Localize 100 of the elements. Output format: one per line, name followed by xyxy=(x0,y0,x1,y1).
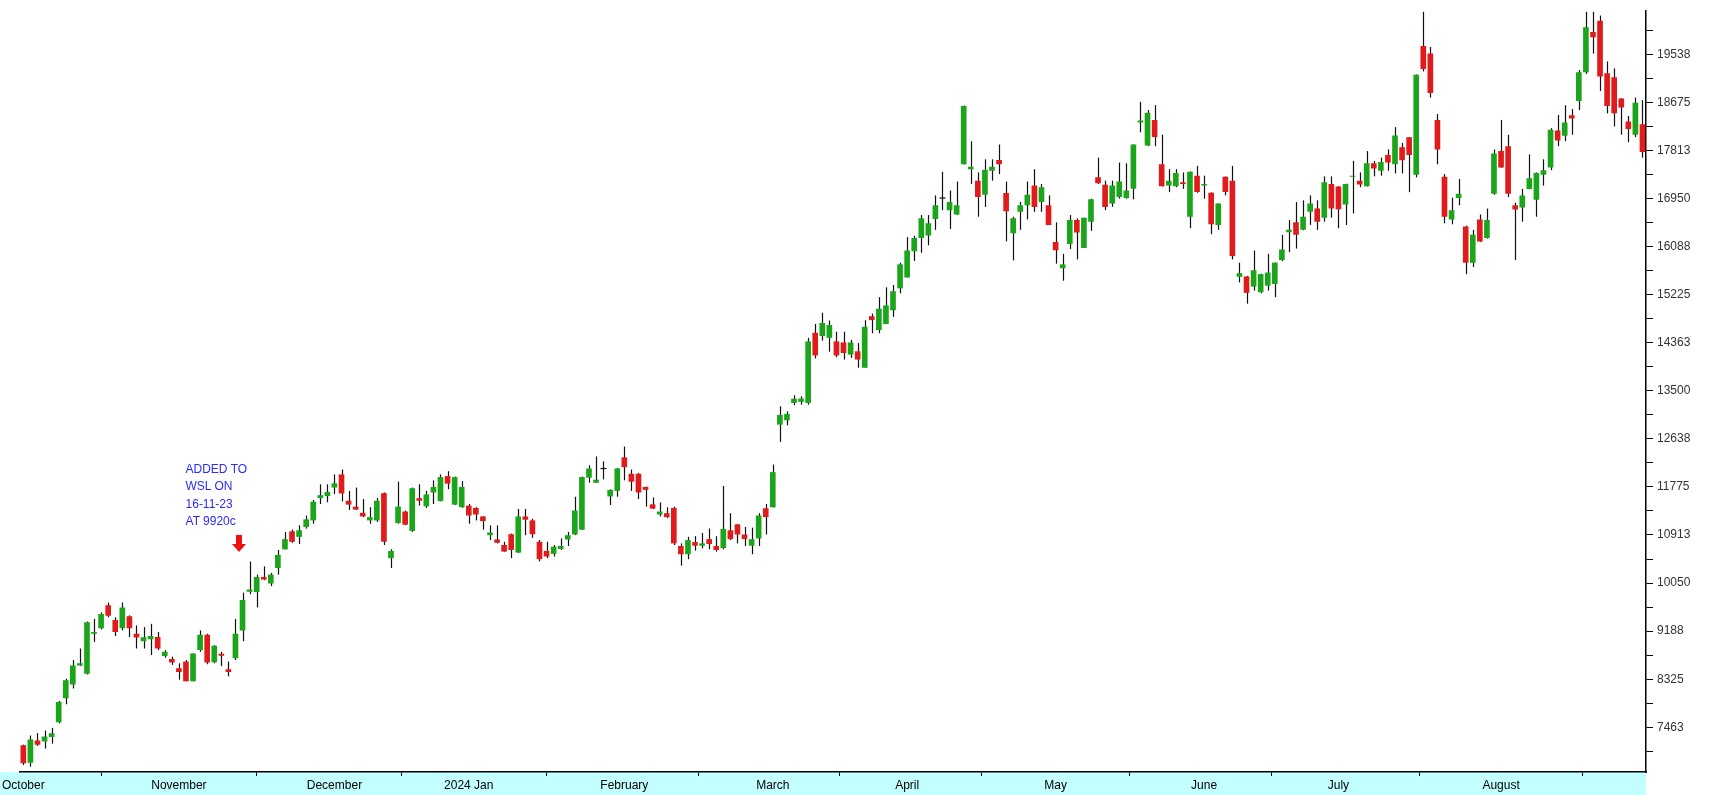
candlestick xyxy=(854,342,861,369)
x-tick-label: June xyxy=(1191,777,1218,792)
candlestick xyxy=(197,629,203,653)
candlestick xyxy=(154,631,161,651)
candlestick xyxy=(1286,219,1292,253)
candlestick xyxy=(1250,249,1257,292)
candlestick xyxy=(628,468,635,492)
candlestick xyxy=(112,616,119,637)
candlestick xyxy=(1568,108,1575,136)
candlestick xyxy=(1519,188,1526,223)
candlestick xyxy=(868,312,875,334)
y-tick-label: 8325 xyxy=(1657,671,1685,686)
candlestick xyxy=(762,503,769,536)
candlestick xyxy=(1342,183,1349,226)
candlestick xyxy=(748,527,755,555)
candlestick xyxy=(1074,217,1080,260)
candlestick xyxy=(1378,157,1384,177)
candlestick xyxy=(275,549,281,576)
y-tick-label: 11775 xyxy=(1657,479,1690,494)
candlestick xyxy=(1279,234,1285,262)
candlestick xyxy=(847,339,854,359)
candlestick xyxy=(621,445,628,481)
candlestick xyxy=(1363,150,1370,188)
candlestick xyxy=(996,143,1002,175)
candlestick xyxy=(975,171,981,218)
candlestick xyxy=(1102,180,1108,211)
candlestick xyxy=(331,473,338,495)
y-tick-label: 15225 xyxy=(1657,286,1691,301)
candlestick xyxy=(938,171,947,211)
y-tick-label: 10913 xyxy=(1657,527,1691,542)
candlestick xyxy=(1307,194,1313,226)
candlestick xyxy=(1066,214,1073,250)
candlestick xyxy=(932,194,939,231)
y-tick-label: 9188 xyxy=(1657,623,1685,638)
y-tick-label: 7463 xyxy=(1657,719,1685,734)
y-tick-label: 17813 xyxy=(1657,142,1691,157)
y-tick-label: 19538 xyxy=(1657,46,1691,61)
candlestick xyxy=(685,536,691,560)
candlestick xyxy=(27,734,34,768)
candlestick xyxy=(211,644,218,664)
annotation: ADDED TO WSL ON 16-11-23 AT 9920c xyxy=(185,461,248,529)
candlestick xyxy=(1137,101,1144,133)
candlestick xyxy=(529,518,536,539)
candlestick xyxy=(296,524,302,545)
candlestick xyxy=(133,624,140,650)
x-tick-label: July xyxy=(1327,777,1350,792)
candlestick xyxy=(1236,262,1243,284)
x-tick-label: December xyxy=(306,777,363,792)
candlestick xyxy=(706,528,712,550)
y-tick-label: 18675 xyxy=(1657,94,1691,109)
candlestick xyxy=(1201,175,1207,200)
candlestick xyxy=(458,480,465,509)
candlestick xyxy=(1010,216,1017,261)
candlestick xyxy=(1554,114,1561,147)
candlestick xyxy=(1222,175,1229,197)
candlestick xyxy=(1477,213,1483,243)
x-tick-label: November xyxy=(151,777,207,792)
x-tick-label: August xyxy=(1482,777,1521,792)
candlestick xyxy=(720,485,727,550)
candlestick xyxy=(918,214,925,254)
y-tick-label: 16950 xyxy=(1657,190,1691,205)
candlestick xyxy=(1561,104,1568,142)
candlestick xyxy=(1385,148,1391,172)
candlestick xyxy=(1484,207,1490,240)
candlestick xyxy=(1194,165,1200,194)
candlestick xyxy=(395,481,401,525)
candlestick xyxy=(1540,158,1547,187)
candlestick xyxy=(55,700,62,724)
y-tick-label: 14363 xyxy=(1657,334,1691,349)
x-tick-label: May xyxy=(1044,777,1067,792)
candlestick xyxy=(1625,115,1632,143)
candlestick xyxy=(444,470,451,490)
candlestick xyxy=(593,455,599,484)
candlestick xyxy=(1293,201,1299,250)
candlestick xyxy=(1017,201,1024,231)
candlestick xyxy=(317,483,324,505)
candlestick xyxy=(678,542,684,567)
candlestick xyxy=(126,614,133,638)
candlestick xyxy=(1158,134,1165,188)
candlestick xyxy=(1059,253,1066,282)
candlestick xyxy=(1314,199,1321,231)
candlestick xyxy=(522,508,529,536)
candlestick xyxy=(140,626,147,650)
candlestick xyxy=(967,140,974,185)
candlestick xyxy=(388,548,394,569)
candlestick xyxy=(416,483,423,507)
candlestick xyxy=(1512,202,1519,261)
y-tick-label: 13500 xyxy=(1657,383,1691,398)
candlestick xyxy=(911,235,918,262)
y-tick-label: 12638 xyxy=(1657,431,1691,446)
candlestick xyxy=(812,323,819,360)
candlestick xyxy=(1095,157,1101,185)
candlestick xyxy=(1243,275,1250,305)
y-tick-label: 10050 xyxy=(1657,575,1691,590)
candlestick xyxy=(819,312,826,342)
x-tick-label: 2024 Jan xyxy=(444,777,494,792)
candlestick xyxy=(1003,180,1009,242)
x-tick-label: March xyxy=(756,777,790,792)
x-tick-label: October xyxy=(2,777,45,792)
candlestick xyxy=(359,498,366,518)
